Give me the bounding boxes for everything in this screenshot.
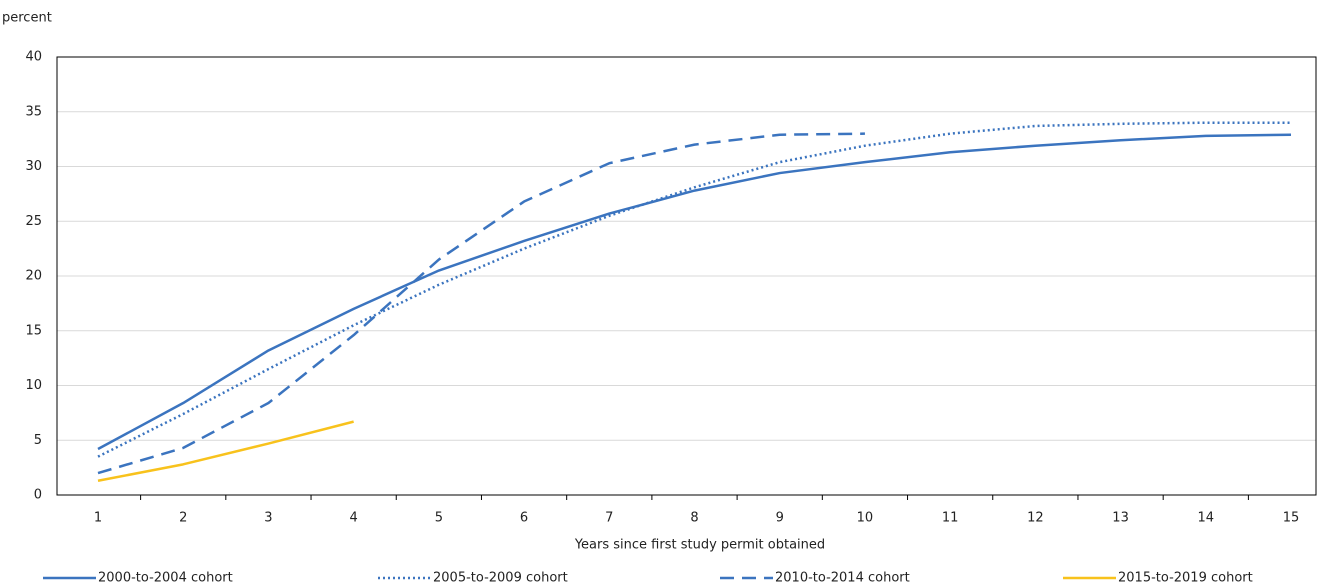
x-tick-label: 7	[605, 511, 613, 526]
x-tick-label: 9	[776, 511, 784, 526]
series-line	[97, 121, 1291, 458]
y-tick-label: 15	[25, 323, 42, 338]
x-tick-label: 11	[942, 511, 959, 526]
x-tick-label: 1	[94, 511, 102, 526]
series-line	[97, 133, 1292, 451]
x-tick-label: 3	[264, 511, 272, 526]
y-tick-label: 0	[34, 488, 42, 503]
legend-label: 2010-to-2014 cohort	[775, 571, 910, 586]
y-tick-label: 5	[34, 433, 42, 448]
legend-label: 2000-to-2004 cohort	[98, 571, 233, 586]
y-tick-label: 10	[25, 378, 42, 393]
legend-label: 2005-to-2009 cohort	[433, 571, 568, 586]
x-tick-label: 12	[1027, 511, 1044, 526]
series-line	[97, 420, 354, 482]
x-axis-label: Years since first study permit obtained	[574, 538, 825, 553]
y-tick-label: 30	[25, 159, 42, 174]
y-tick-label: 25	[25, 214, 42, 229]
x-tick-label: 2	[179, 511, 187, 526]
x-tick-label: 5	[435, 511, 443, 526]
y-tick-label: 40	[25, 50, 42, 65]
y-axis-label: percent	[2, 11, 52, 26]
x-tick-label: 6	[520, 511, 528, 526]
x-tick-label: 14	[1198, 511, 1215, 526]
x-tick-label: 15	[1283, 511, 1300, 526]
x-tick-label: 13	[1112, 511, 1129, 526]
y-tick-label: 20	[25, 269, 42, 284]
x-tick-label: 4	[350, 511, 358, 526]
plot-frame	[56, 56, 1317, 496]
x-tick-label: 8	[690, 511, 698, 526]
y-tick-label: 35	[25, 104, 42, 119]
x-tick-label: 10	[857, 511, 874, 526]
legend-label: 2015-to-2019 cohort	[1118, 571, 1253, 586]
series-line	[97, 132, 865, 475]
